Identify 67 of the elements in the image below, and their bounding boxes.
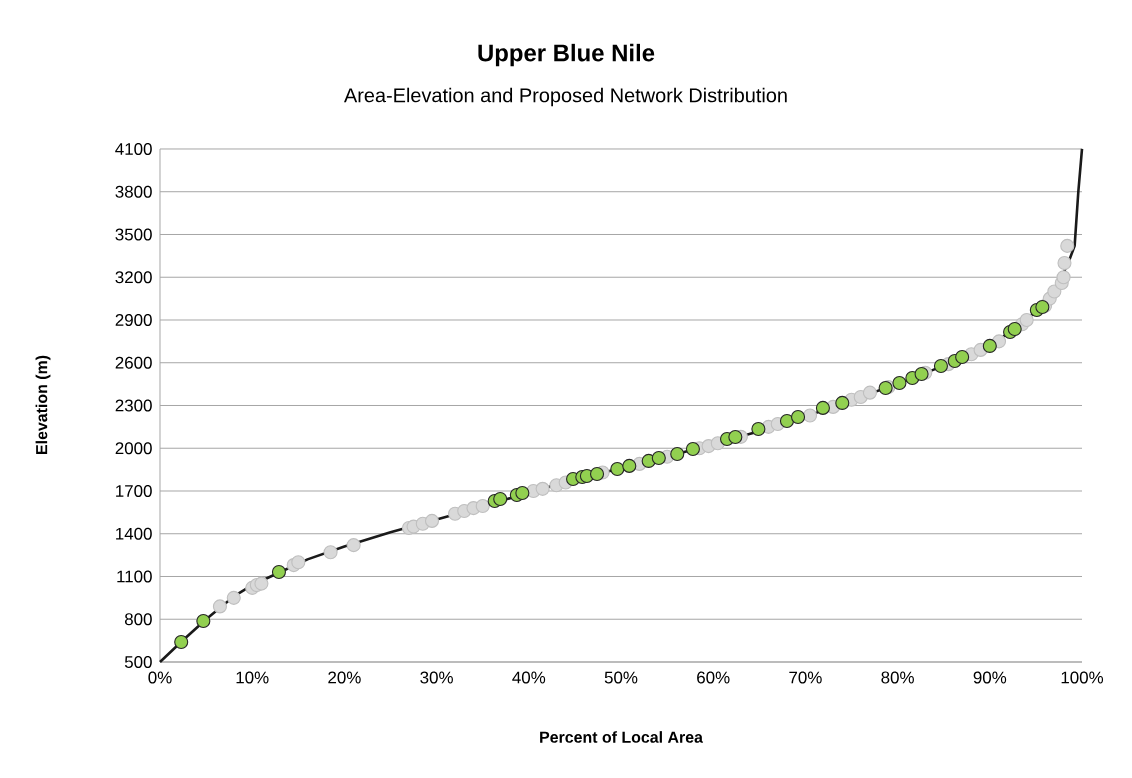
point [1060, 238, 1075, 253]
point [271, 564, 286, 579]
x-tick-label: 100% [1061, 671, 1104, 684]
y-axis-title: Elevation (m) [35, 355, 51, 454]
line-series [158, 147, 1084, 664]
point [493, 491, 508, 507]
point [790, 409, 806, 425]
y-tick-label: 1100 [117, 570, 152, 583]
y-tick-label: 1400 [116, 527, 152, 540]
y-tick-label: 3500 [115, 228, 152, 241]
y-tick-label: 4100 [115, 142, 152, 155]
y-tick-label: 800 [124, 613, 152, 626]
point [1056, 270, 1071, 285]
point [1019, 312, 1034, 328]
y-tick-label: 500 [124, 655, 152, 668]
point [835, 395, 850, 410]
point [892, 375, 907, 391]
point [933, 358, 948, 374]
point [955, 349, 970, 365]
point [728, 429, 743, 445]
point [1007, 321, 1022, 337]
point [651, 450, 666, 465]
point [196, 613, 211, 628]
point [212, 599, 227, 614]
x-tick-label: 0% [148, 671, 172, 684]
point [685, 441, 700, 456]
x-tick-label: 40% [512, 671, 546, 684]
point [254, 576, 269, 591]
point [802, 408, 818, 423]
y-tick-label: 2600 [115, 356, 152, 369]
y-tick-label: 2300 [115, 399, 152, 412]
chart-subtitle: Area-Elevation and Proposed Network Distribution [343, 87, 787, 107]
point [174, 634, 189, 650]
point [323, 545, 338, 560]
x-tick-label: 20% [328, 671, 361, 684]
y-tick-label: 2900 [115, 313, 152, 326]
x-tick-label: 30% [420, 671, 453, 684]
point [670, 446, 685, 461]
point [515, 485, 530, 501]
x-tick-label: 70% [789, 671, 822, 684]
point [424, 513, 440, 528]
point [346, 538, 361, 553]
point [535, 481, 550, 496]
point [622, 458, 637, 473]
y-tick-label: 1700 [116, 484, 152, 497]
point [982, 338, 997, 353]
point [815, 400, 830, 415]
point [226, 590, 241, 605]
point [751, 421, 766, 437]
x-tick-label: 50% [604, 671, 638, 684]
point [1057, 255, 1072, 271]
point [589, 466, 605, 482]
x-tick-label: 80% [881, 671, 914, 684]
point [914, 366, 929, 382]
point [475, 498, 490, 513]
y-tick-label: 2000 [115, 442, 152, 455]
x-tick-label: 60% [697, 671, 730, 684]
point [291, 555, 306, 570]
chart-title: Upper Blue Nile [478, 43, 655, 67]
point [610, 461, 625, 477]
point [862, 385, 877, 400]
y-tick-label: 3800 [115, 185, 152, 198]
x-tick-label: 10% [236, 671, 269, 684]
x-tick-label: 90% [973, 671, 1007, 684]
x-axis-title: Percent of Local Area [540, 731, 704, 743]
y-tick-label: 3200 [115, 271, 152, 284]
point [779, 413, 795, 429]
